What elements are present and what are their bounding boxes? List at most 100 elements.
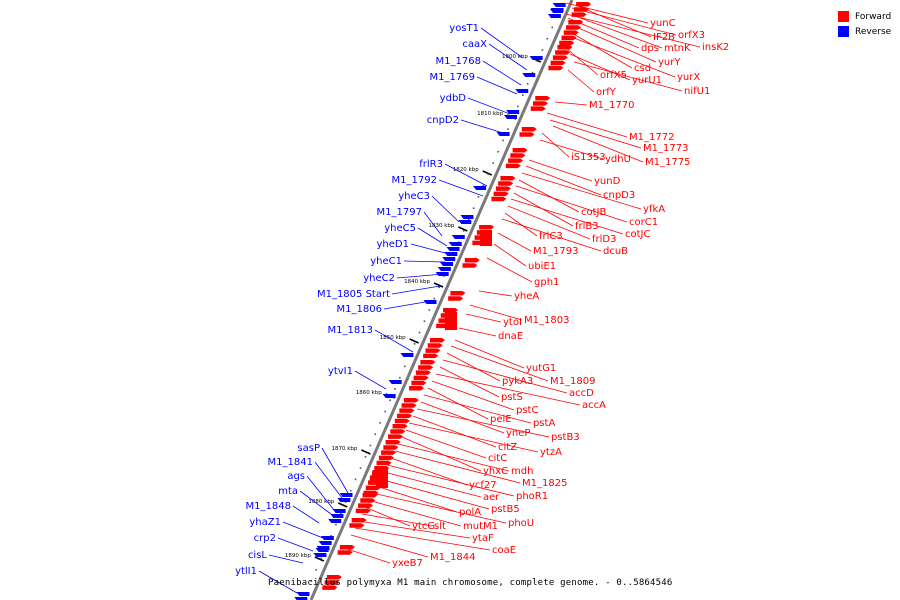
forward-gene-arrow[interactable] xyxy=(390,429,406,434)
forward-gene-arrow[interactable] xyxy=(566,25,582,30)
forward-gene-arrow[interactable] xyxy=(378,455,394,461)
forward-gene-label-frld3[interactable]: frlD3 xyxy=(592,234,616,245)
reverse-gene-label-ags[interactable]: ags xyxy=(287,471,305,482)
forward-gene-arrow[interactable] xyxy=(427,343,443,348)
reverse-gene-label-m1-1806[interactable]: M1_1806 xyxy=(337,304,382,315)
forward-gene-label-mdh[interactable]: mdh xyxy=(511,466,533,477)
forward-gene-arrow[interactable] xyxy=(548,65,564,71)
forward-gene-label-m1-1803[interactable]: M1_1803 xyxy=(524,315,569,326)
reverse-gene-label-cnpd2[interactable]: cnpD2 xyxy=(427,115,459,126)
reverse-gene-arrow[interactable] xyxy=(296,592,310,596)
forward-gene-arrow[interactable] xyxy=(450,291,466,296)
forward-gene-label-orfx3[interactable]: orfX3 xyxy=(678,30,705,41)
forward-gene-arrow[interactable] xyxy=(532,101,548,106)
forward-gene-label-ytoi[interactable]: ytoI xyxy=(503,317,522,328)
forward-gene-arrow[interactable] xyxy=(413,375,429,381)
forward-gene-arrow[interactable] xyxy=(415,370,431,375)
forward-gene-label-yhea[interactable]: yheA xyxy=(514,291,539,302)
reverse-gene-arrow[interactable] xyxy=(318,541,332,545)
forward-gene-label-m1-1809[interactable]: M1_1809 xyxy=(550,376,595,387)
forward-gene-label-gph1[interactable]: gph1 xyxy=(534,277,559,288)
forward-gene-label-citc[interactable]: citC xyxy=(488,453,507,464)
reverse-gene-label-frlr3[interactable]: frlR3 xyxy=(419,159,443,170)
forward-gene-arrow[interactable] xyxy=(493,191,509,197)
reverse-gene-label-m1-1797[interactable]: M1_1797 xyxy=(377,207,422,218)
reverse-gene-arrow[interactable] xyxy=(339,493,353,497)
forward-gene-label-pstc[interactable]: pstC xyxy=(516,405,538,416)
reverse-gene-label-m1-1792[interactable]: M1_1792 xyxy=(392,175,437,186)
reverse-gene-arrow[interactable] xyxy=(328,519,342,523)
reverse-gene-arrow[interactable] xyxy=(388,380,402,384)
reverse-gene-arrow[interactable] xyxy=(550,9,564,13)
reverse-gene-arrow[interactable] xyxy=(382,394,396,398)
reverse-gene-arrow[interactable] xyxy=(400,353,414,357)
forward-gene-label-yunc[interactable]: yunC xyxy=(650,18,676,29)
forward-gene-arrow[interactable] xyxy=(559,40,575,46)
forward-gene-arrow[interactable] xyxy=(401,403,417,408)
forward-gene-label-cotjc[interactable]: cotJC xyxy=(625,229,650,240)
reverse-gene-label-sasp[interactable]: sasP xyxy=(297,443,320,454)
reverse-gene-label-yhec2[interactable]: yheC2 xyxy=(363,273,395,284)
forward-gene-label-yhxc[interactable]: yhxC xyxy=(483,466,508,477)
forward-gene-label-ycf27[interactable]: ycf27 xyxy=(469,480,497,491)
forward-gene-label-ubie1[interactable]: ubiE1 xyxy=(528,261,556,272)
forward-gene-label-citz[interactable]: citZ xyxy=(498,442,517,453)
reverse-gene-label-m1-1841[interactable]: M1_1841 xyxy=(268,457,313,468)
forward-gene-label-m1-1825[interactable]: M1_1825 xyxy=(522,478,567,489)
forward-gene-label-yfka[interactable]: yfkA xyxy=(643,204,665,215)
forward-gene-arrow[interactable] xyxy=(409,386,425,391)
reverse-gene-arrow[interactable] xyxy=(330,514,344,518)
forward-gene-arrow[interactable] xyxy=(568,20,584,25)
reverse-gene-label-yhec3[interactable]: yheC3 xyxy=(398,191,430,202)
reverse-gene-label-ytli1[interactable]: ytlI1 xyxy=(235,566,257,577)
reverse-gene-arrow[interactable] xyxy=(423,300,437,304)
forward-gene-label-cotjb[interactable]: cotJB xyxy=(581,207,606,218)
forward-gene-arrow[interactable] xyxy=(411,380,427,386)
forward-gene-label-m1-1844[interactable]: M1_1844 xyxy=(430,552,475,563)
forward-gene-label-frlc3[interactable]: frlC3 xyxy=(539,231,563,242)
reverse-gene-arrow[interactable] xyxy=(315,548,329,552)
forward-gene-arrow[interactable] xyxy=(392,424,408,429)
forward-gene-arrow[interactable] xyxy=(423,353,439,359)
forward-gene-arrow[interactable] xyxy=(443,308,459,313)
forward-gene-arrow[interactable] xyxy=(505,163,521,169)
forward-gene-arrow[interactable] xyxy=(550,60,566,66)
reverse-gene-label-cisl[interactable]: cisL xyxy=(248,550,267,561)
forward-gene-label-pyka3[interactable]: pykA3 xyxy=(502,376,533,387)
forward-gene-label-yutg1[interactable]: yutG1 xyxy=(526,363,556,374)
forward-gene-arrow[interactable] xyxy=(397,413,413,419)
reverse-gene-label-m1-1813[interactable]: M1_1813 xyxy=(328,325,373,336)
forward-gene-label-pstb5[interactable]: pstB5 xyxy=(491,504,520,515)
forward-gene-block[interactable] xyxy=(445,312,457,330)
forward-gene-arrow[interactable] xyxy=(429,338,445,343)
forward-gene-arrow[interactable] xyxy=(385,440,401,445)
forward-gene-arrow[interactable] xyxy=(388,434,404,439)
forward-gene-arrow[interactable] xyxy=(462,263,478,268)
reverse-gene-arrow[interactable] xyxy=(503,115,517,119)
forward-gene-label-m1-1793[interactable]: M1_1793 xyxy=(533,246,578,257)
forward-gene-arrow[interactable] xyxy=(358,503,374,508)
forward-gene-arrow[interactable] xyxy=(383,445,399,450)
forward-gene-label-yury[interactable]: yurY xyxy=(658,57,681,68)
forward-gene-label-m1-1770[interactable]: M1_1770 xyxy=(589,100,634,111)
forward-gene-arrow[interactable] xyxy=(510,153,526,158)
reverse-gene-arrow[interactable] xyxy=(332,509,346,513)
forward-gene-arrow[interactable] xyxy=(355,508,371,514)
forward-gene-arrow[interactable] xyxy=(557,45,573,50)
forward-gene-label-pola[interactable]: polA xyxy=(459,507,481,518)
forward-gene-label-insk2[interactable]: insK2 xyxy=(702,42,729,53)
forward-gene-label-ytcg[interactable]: ytcG xyxy=(412,521,435,532)
forward-gene-arrow[interactable] xyxy=(519,132,535,137)
forward-gene-label-ydhu[interactable]: ydhU xyxy=(605,154,631,165)
forward-gene-label-is1353[interactable]: iS1353 xyxy=(571,152,606,163)
forward-gene-arrow[interactable] xyxy=(326,575,342,580)
forward-gene-arrow[interactable] xyxy=(561,35,577,41)
forward-gene-label-acca[interactable]: accA xyxy=(582,400,606,411)
reverse-gene-label-yhec5[interactable]: yheC5 xyxy=(384,223,416,234)
forward-gene-label-if2b[interactable]: IF2B xyxy=(653,32,675,43)
reverse-gene-arrow[interactable] xyxy=(294,597,308,600)
reverse-gene-label-m1-1805-start[interactable]: M1_1805 Start xyxy=(317,289,390,300)
reverse-gene-arrow[interactable] xyxy=(440,262,454,266)
forward-gene-label-frlb3[interactable]: frlB3 xyxy=(575,221,599,232)
reverse-gene-label-ydbd[interactable]: ydbD xyxy=(440,93,467,104)
